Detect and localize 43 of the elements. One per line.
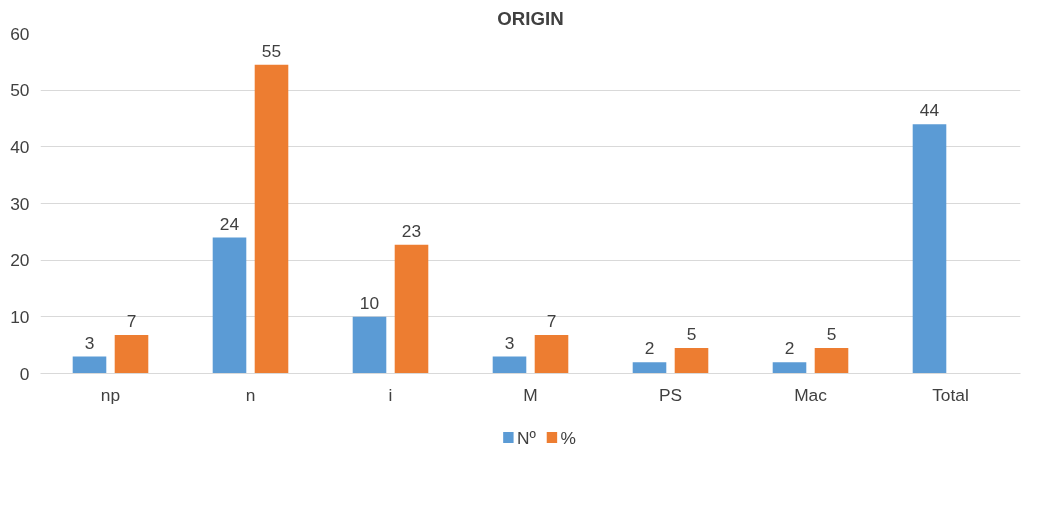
data-label: 3: [84, 332, 95, 353]
x-tick-label: Total: [932, 384, 969, 405]
y-tick-label: 10: [10, 306, 30, 327]
x-tick-label: np: [100, 384, 121, 405]
bar: [492, 356, 527, 374]
data-label: 5: [686, 324, 697, 344]
bar: [114, 334, 149, 374]
y-tick-label: 50: [10, 80, 30, 101]
bar: [212, 237, 247, 374]
data-label: 44: [919, 100, 940, 121]
bar: [254, 64, 289, 374]
x-tick-label: n: [245, 384, 256, 405]
y-tick-label: 0: [19, 363, 30, 384]
y-tick-label: 60: [10, 23, 30, 44]
x-tick-label: i: [388, 384, 393, 405]
data-label: 24: [219, 213, 240, 234]
bar: [772, 362, 807, 374]
chart-title: ORIGIN: [497, 7, 564, 29]
data-label: 23: [401, 220, 422, 241]
data-label: 7: [126, 310, 137, 331]
legend-label: Nº: [516, 427, 537, 448]
y-tick-label: 40: [10, 136, 30, 157]
legend-label: %: [560, 427, 576, 448]
data-label: 10: [359, 292, 380, 313]
bar: [912, 124, 947, 374]
data-label: 3: [504, 332, 515, 353]
data-label: 7: [546, 310, 557, 331]
y-tick-label: 20: [10, 250, 30, 271]
data-label: 2: [644, 338, 655, 359]
data-label: 55: [261, 40, 282, 61]
x-tick-label: PS: [658, 384, 683, 405]
bar: [72, 356, 107, 374]
x-tick-label: M: [523, 384, 538, 405]
data-label: 5: [826, 324, 837, 344]
bar: [674, 348, 709, 374]
bar: [814, 348, 849, 374]
bar: [394, 244, 429, 374]
bar: [632, 362, 667, 374]
bar: [352, 316, 387, 374]
y-tick-label: 30: [10, 193, 30, 214]
bar: [534, 334, 569, 374]
data-label: 2: [784, 338, 795, 359]
x-tick-label: Mac: [794, 384, 828, 405]
